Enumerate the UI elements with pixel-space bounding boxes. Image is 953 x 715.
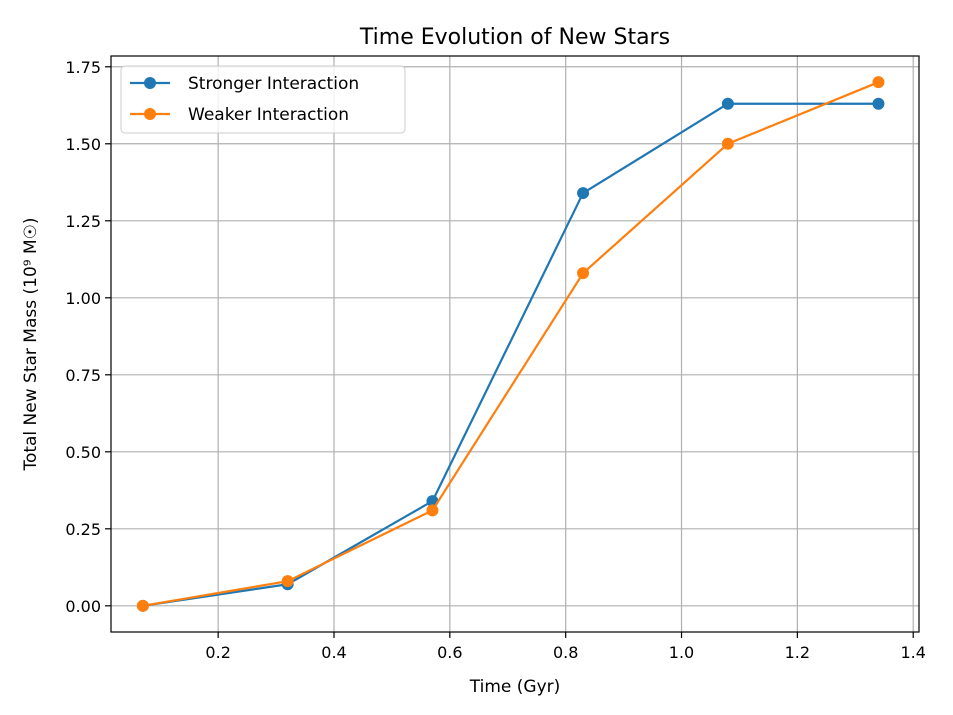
legend-marker-stronger-interaction xyxy=(144,77,156,89)
y-axis-label: Total New Star Mass (10⁹ M☉) xyxy=(21,217,41,471)
data-point-weaker-interaction xyxy=(721,137,734,150)
legend-marker-weaker-interaction xyxy=(144,108,156,120)
data-point-stronger-interaction xyxy=(721,97,734,110)
plot-series xyxy=(136,76,885,612)
data-point-weaker-interaction xyxy=(872,76,885,89)
y-axis: 0.00 0.25 0.50 0.75 1.00 1.25 1.50 1.75 xyxy=(65,58,111,616)
data-point-stronger-interaction xyxy=(872,97,885,110)
data-point-stronger-interaction xyxy=(577,187,590,200)
x-axis-label: Time (Gyr) xyxy=(469,677,561,697)
x-tick-label: 0.8 xyxy=(553,643,578,662)
x-tick-label: 0.2 xyxy=(205,643,230,662)
series-line-weaker-interaction xyxy=(142,81,879,607)
grid xyxy=(111,56,919,632)
y-tick-label: 0.50 xyxy=(65,443,101,462)
data-point-weaker-interaction xyxy=(577,267,590,280)
series-line-stronger-interaction xyxy=(142,102,879,607)
x-tick-label: 0.6 xyxy=(437,643,462,662)
y-tick-label: 1.25 xyxy=(65,212,101,231)
chart-title: Time Evolution of New Stars xyxy=(359,25,670,50)
legend: Stronger Interaction Weaker Interaction xyxy=(120,65,406,134)
y-tick-label: 1.50 xyxy=(65,135,101,154)
data-point-weaker-interaction xyxy=(281,575,294,588)
y-tick-label: 1.00 xyxy=(65,289,101,308)
legend-label-stronger-interaction: Stronger Interaction xyxy=(188,74,359,94)
x-tick-label: 1.0 xyxy=(669,643,694,662)
y-tick-label: 0.25 xyxy=(65,520,101,539)
x-tick-label: 1.4 xyxy=(900,643,925,662)
series-weaker-interaction xyxy=(136,76,885,612)
y-tick-label: 0.75 xyxy=(65,366,101,385)
x-tick-label: 0.4 xyxy=(321,643,346,662)
data-point-weaker-interaction xyxy=(136,599,149,612)
legend-box xyxy=(120,65,406,134)
data-point-weaker-interaction xyxy=(426,504,439,517)
y-tick-label: 1.75 xyxy=(65,58,101,77)
y-tick-label: 0.00 xyxy=(65,597,101,616)
plot-frame xyxy=(110,55,920,633)
x-tick-label: 1.2 xyxy=(785,643,810,662)
x-axis: 0.2 0.4 0.6 0.8 1.0 1.2 1.4 xyxy=(205,632,926,662)
legend-label-weaker-interaction: Weaker Interaction xyxy=(188,105,349,125)
